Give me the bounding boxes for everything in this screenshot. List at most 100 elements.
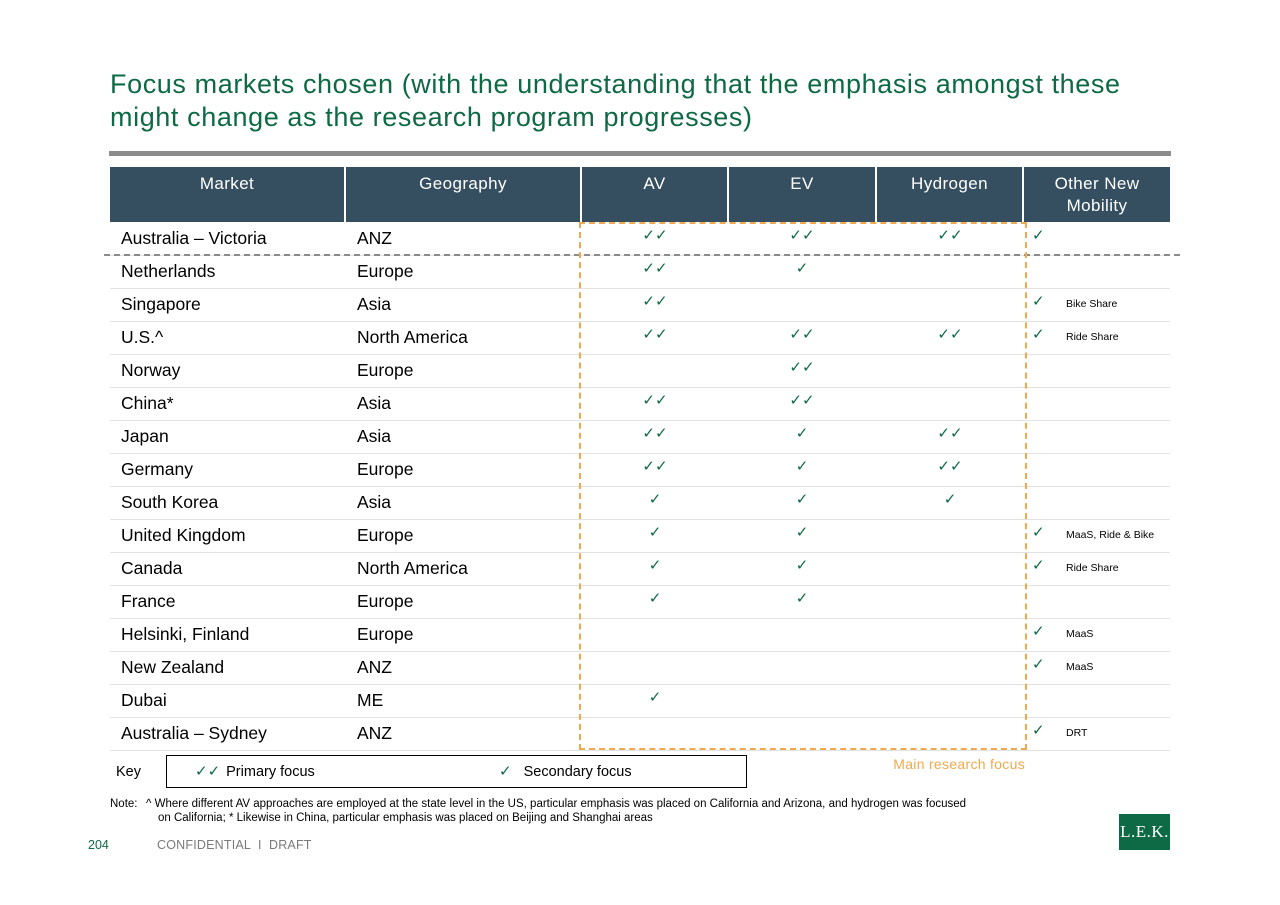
ev-focus-check: ✓ (795, 458, 809, 475)
hydrogen-focus-check: ✓✓ (937, 326, 963, 343)
table-row: U.S.^ North America ✓✓ ✓✓ ✓✓ ✓ Ride Share (110, 321, 1170, 355)
header-av: AV (582, 167, 727, 222)
av-focus-check: ✓ (648, 524, 662, 541)
table-row: France Europe ✓ ✓ (110, 585, 1170, 619)
table-row: Japan Asia ✓✓ ✓ ✓✓ (110, 420, 1170, 454)
ev-focus-check: ✓ (795, 260, 809, 277)
header-market: Market (110, 167, 344, 222)
market-cell: Japan (121, 426, 169, 446)
market-cell: Singapore (121, 294, 201, 314)
geography-cell: Europe (357, 459, 414, 479)
geography-cell: ME (357, 690, 384, 710)
market-cell: China* (121, 393, 174, 413)
market-cell: Helsinki, Finland (121, 624, 250, 644)
geography-cell: Asia (357, 492, 392, 512)
ev-focus-check: ✓✓ (789, 227, 815, 244)
hydrogen-focus-check: ✓ (943, 491, 957, 508)
geography-cell: Europe (357, 360, 414, 380)
other-mobility-check: ✓ (1032, 524, 1045, 541)
ev-focus-check: ✓ (795, 590, 809, 607)
av-focus-check: ✓ (648, 557, 662, 574)
main-research-focus-box (579, 222, 1027, 750)
ev-focus-check: ✓ (795, 425, 809, 442)
note-prefix: Note: (110, 798, 138, 810)
page-title: Focus markets chosen (with the understan… (110, 69, 1121, 132)
key-secondary-label: Secondary focus (523, 764, 632, 780)
other-mobility-check: ✓ (1032, 227, 1045, 244)
geography-cell: Europe (357, 261, 414, 281)
main-research-focus-label: Main research focus (893, 756, 1025, 772)
table-row: China* Asia ✓✓ ✓✓ (110, 387, 1170, 421)
market-cell: Germany (121, 459, 193, 479)
table-row: Dubai ME ✓ (110, 684, 1170, 718)
check-icon: ✓ (499, 763, 512, 780)
geography-cell: Asia (357, 426, 392, 446)
table-row: Germany Europe ✓✓ ✓ ✓✓ (110, 453, 1170, 487)
table-row: Singapore Asia ✓✓ ✓ Bike Share (110, 288, 1170, 322)
confidentiality-label: CONFIDENTIAL I DRAFT (157, 838, 312, 852)
market-cell: Norway (121, 360, 181, 380)
other-mobility-check: ✓ (1032, 656, 1045, 673)
page-number: 204 (88, 838, 109, 852)
market-cell: United Kingdom (121, 525, 246, 545)
av-focus-check: ✓ (648, 491, 662, 508)
other-mobility-check: ✓ (1032, 623, 1045, 640)
header-other-new-mobility: Other New Mobility (1024, 167, 1170, 222)
market-cell: New Zealand (121, 657, 225, 677)
geography-cell: ANZ (357, 228, 392, 248)
other-mobility-note: Ride Share (1066, 331, 1119, 343)
market-cell: U.S.^ (121, 327, 164, 347)
market-cell: South Korea (121, 492, 219, 512)
geography-cell: Europe (357, 525, 414, 545)
geography-cell: Europe (357, 624, 414, 644)
table-row: Australia – Sydney ANZ ✓ DRT (110, 717, 1170, 751)
hydrogen-focus-check: ✓✓ (937, 425, 963, 442)
table-row: Norway Europe ✓✓ (110, 354, 1170, 388)
other-mobility-check: ✓ (1032, 326, 1045, 343)
key-label: Key (116, 764, 141, 780)
other-mobility-note: Bike Share (1066, 298, 1118, 310)
hydrogen-focus-check: ✓✓ (937, 458, 963, 475)
table-row: Canada North America ✓ ✓ ✓ Ride Share (110, 552, 1170, 586)
market-cell: Canada (121, 558, 183, 578)
note-line-1: ^ Where different AV approaches are empl… (146, 798, 967, 810)
geography-cell: Asia (357, 294, 392, 314)
geography-cell: ANZ (357, 657, 392, 677)
other-mobility-note: MaaS, Ride & Bike (1066, 529, 1155, 541)
market-cell: Australia – Victoria (121, 228, 267, 248)
av-focus-check: ✓✓ (642, 326, 668, 343)
table-row: New Zealand ANZ ✓ MaaS (110, 651, 1170, 685)
ev-focus-check: ✓✓ (789, 359, 815, 376)
av-focus-check: ✓✓ (642, 293, 668, 310)
av-focus-check: ✓✓ (642, 425, 668, 442)
av-focus-check: ✓✓ (642, 260, 668, 277)
av-focus-check: ✓ (648, 590, 662, 607)
key-legend-box: ✓✓ Primary focus ✓ Secondary focus (166, 755, 747, 788)
table-row: Helsinki, Finland Europe ✓ MaaS (110, 618, 1170, 652)
victoria-divider-dashed (104, 254, 1180, 256)
header-hydrogen: Hydrogen (877, 167, 1022, 222)
hydrogen-focus-check: ✓✓ (937, 227, 963, 244)
key-secondary: ✓ Secondary focus (499, 756, 632, 788)
other-mobility-note: DRT (1066, 727, 1088, 739)
lek-logo: L.E.K. (1119, 814, 1170, 850)
other-mobility-check: ✓ (1032, 557, 1045, 574)
geography-cell: Asia (357, 393, 392, 413)
header-ev: EV (729, 167, 875, 222)
key-primary-label: Primary focus (226, 764, 315, 780)
geography-cell: North America (357, 558, 468, 578)
market-cell: Dubai (121, 690, 167, 710)
table-row: Netherlands Europe ✓✓ ✓ (110, 255, 1170, 289)
geography-cell: North America (357, 327, 468, 347)
ev-focus-check: ✓ (795, 557, 809, 574)
title-divider (109, 151, 1171, 156)
market-cell: France (121, 591, 176, 611)
double-check-icon: ✓✓ (195, 763, 221, 780)
av-focus-check: ✓✓ (642, 458, 668, 475)
other-mobility-check: ✓ (1032, 722, 1045, 739)
table-row: United Kingdom Europe ✓ ✓ ✓ MaaS, Ride & Bike (110, 519, 1170, 553)
ev-focus-check: ✓✓ (789, 326, 815, 343)
av-focus-check: ✓✓ (642, 227, 668, 244)
key-primary: ✓✓ Primary focus (195, 756, 315, 788)
note-line-2: on California; * Likewise in China, part… (158, 812, 653, 824)
